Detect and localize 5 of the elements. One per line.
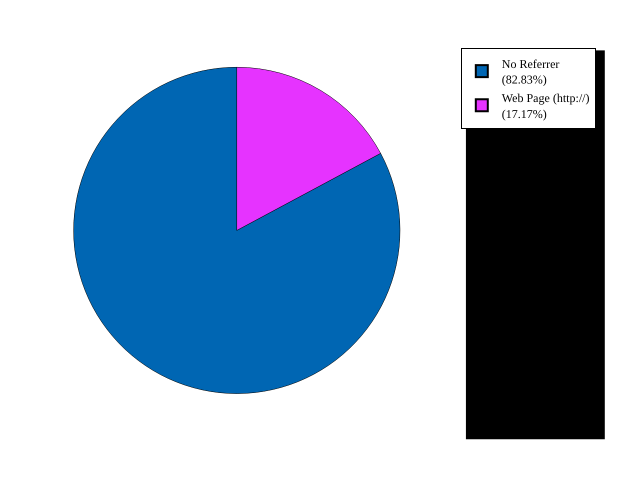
data-label: (17.17%): [502, 106, 547, 121]
data-label: (82.83%): [502, 72, 547, 87]
legend-label: No Referrer: [502, 56, 560, 71]
pie-slice: [74, 66, 400, 394]
legend-label: Web Page (http://): [502, 91, 590, 106]
